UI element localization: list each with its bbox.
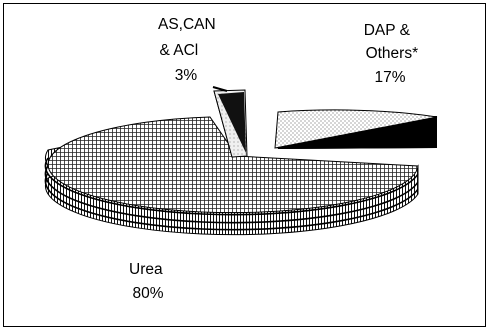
leader-line-as [212, 86, 228, 92]
slice-as-can-acl [213, 89, 248, 158]
slice-urea [44, 116, 419, 236]
slice-dap-others [274, 109, 438, 149]
label-dap-others: DAP & Others* 17% [364, 22, 423, 86]
label-as-can-acl: AS,CAN & ACl 3% [158, 16, 220, 84]
slice-dap-top [274, 109, 438, 149]
slice-urea-top [47, 116, 419, 214]
label-urea: Urea 80% [129, 261, 167, 302]
